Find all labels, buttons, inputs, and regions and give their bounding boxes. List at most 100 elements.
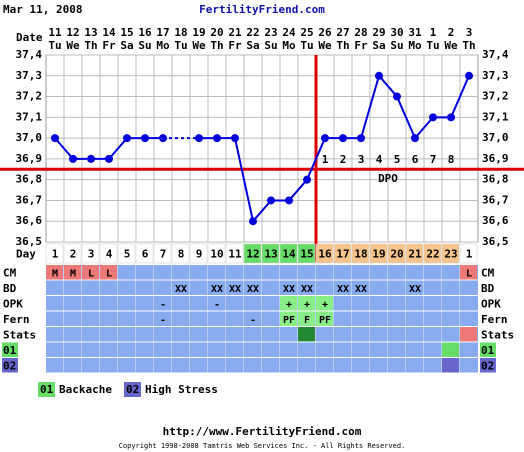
cycle-day: 12 <box>246 248 259 261</box>
row-label: BD <box>3 282 17 295</box>
day-cell <box>405 243 424 264</box>
day-cell <box>189 243 208 264</box>
temperature-point <box>285 196 293 205</box>
legend-label: Backache <box>59 383 112 396</box>
row-label-right: 01 <box>481 344 495 357</box>
temperature-point <box>375 71 383 80</box>
temperature-point <box>231 134 239 143</box>
row-label-right: OPK <box>481 297 501 310</box>
row-label-right: CM <box>481 266 495 279</box>
row-label-right: Fern <box>481 313 508 326</box>
cell-text: L <box>466 268 472 279</box>
cell-text: XX <box>337 284 349 295</box>
row-label-box <box>2 342 18 357</box>
weekday-label: Sa <box>372 39 385 52</box>
row-label: Day <box>16 248 36 261</box>
weekday-label: Tu <box>426 39 439 52</box>
y-tick-label-right: 36,7 <box>482 193 509 206</box>
row-label: Stats <box>3 328 36 341</box>
weekday-label: Su <box>390 39 403 52</box>
weekday-label: Th <box>84 39 97 52</box>
row-label: Date <box>16 31 43 44</box>
dpo-label: 2 <box>340 153 347 166</box>
date-label: 22 <box>246 26 259 39</box>
legend-swatch <box>123 382 141 397</box>
date-label: 19 <box>192 26 205 39</box>
footer-url: http://www.FertilityFriend.com <box>163 425 362 438</box>
highlight-cell <box>280 311 297 326</box>
y-tick-label: 37,4 <box>16 48 43 61</box>
cell-text: L <box>106 268 112 279</box>
y-tick-label-right: 37,0 <box>482 131 509 144</box>
day-cell <box>261 243 280 264</box>
row-label: OPK <box>3 297 23 310</box>
day-cell <box>423 243 442 264</box>
cell-text: XX <box>175 284 187 295</box>
date-label: 31 <box>408 26 422 39</box>
dpo-title: DPO <box>378 172 398 185</box>
temperature-point <box>213 134 221 143</box>
date-label: 3 <box>466 26 473 39</box>
weekday-label: Mo <box>408 39 422 52</box>
dpo-label: 6 <box>412 153 419 166</box>
site-title: FertilityFriend.com <box>199 3 325 16</box>
date-label: 12 <box>66 26 79 39</box>
cell-text: PF <box>319 315 331 326</box>
cycle-day: 7 <box>160 248 167 261</box>
temperature-point <box>267 196 275 205</box>
cycle-day: 9 <box>196 248 203 261</box>
y-tick-label: 36,5 <box>16 235 43 248</box>
day-cell <box>351 243 370 264</box>
cycle-day: 10 <box>210 248 223 261</box>
cell-text: F <box>304 315 310 326</box>
highlight-cell <box>460 327 477 342</box>
date-label: 23 <box>264 26 277 39</box>
row-label-right: BD <box>481 282 495 295</box>
row-label-right: 02 <box>481 359 494 372</box>
weekday-label: Fr <box>102 39 116 52</box>
cell-text: XX <box>283 284 295 295</box>
row-label-box <box>2 358 18 373</box>
date-label: 28 <box>354 26 367 39</box>
y-tick-label-right: 37,3 <box>482 69 509 82</box>
weekday-label: Tu <box>300 39 313 52</box>
weekday-label: We <box>66 39 80 52</box>
y-tick-label: 36,7 <box>16 193 43 206</box>
highlight-cell <box>442 342 459 357</box>
cycle-day: 20 <box>390 248 403 261</box>
day-cell <box>135 243 154 264</box>
legend-code: 02 <box>126 383 139 396</box>
day-cell <box>225 243 244 264</box>
cycle-day: 18 <box>354 248 367 261</box>
row-label-box <box>480 358 496 373</box>
legend-swatch <box>38 382 55 397</box>
cycle-day: 17 <box>336 248 349 261</box>
weekday-label: Sa <box>246 39 259 52</box>
date-label: 27 <box>336 26 349 39</box>
date-label: 29 <box>372 26 385 39</box>
temperature-point <box>69 154 77 163</box>
dpo-label: 5 <box>394 153 401 166</box>
day-cell <box>297 243 316 264</box>
date-label: 30 <box>390 26 403 39</box>
date-label: 13 <box>84 26 97 39</box>
cycle-day: 4 <box>106 248 113 261</box>
cell-text: PF <box>283 315 295 326</box>
dpo-label: 8 <box>448 153 455 166</box>
weekday-label: Th <box>462 39 475 52</box>
temperature-point <box>429 113 437 122</box>
date-label: 25 <box>300 26 313 39</box>
row-label-box <box>480 342 496 357</box>
dpo-label: 1 <box>322 153 329 166</box>
cycle-day: 16 <box>318 248 332 261</box>
weekday-label: Tu <box>48 39 61 52</box>
day-cell <box>459 243 478 264</box>
day-cell <box>117 243 136 264</box>
temperature-point <box>339 134 347 143</box>
temperature-point <box>105 154 113 163</box>
highlight-cell <box>442 358 459 373</box>
weekday-label: Th <box>336 39 349 52</box>
day-cell <box>279 243 298 264</box>
cycle-day: 6 <box>142 248 149 261</box>
temperature-point <box>447 113 455 122</box>
